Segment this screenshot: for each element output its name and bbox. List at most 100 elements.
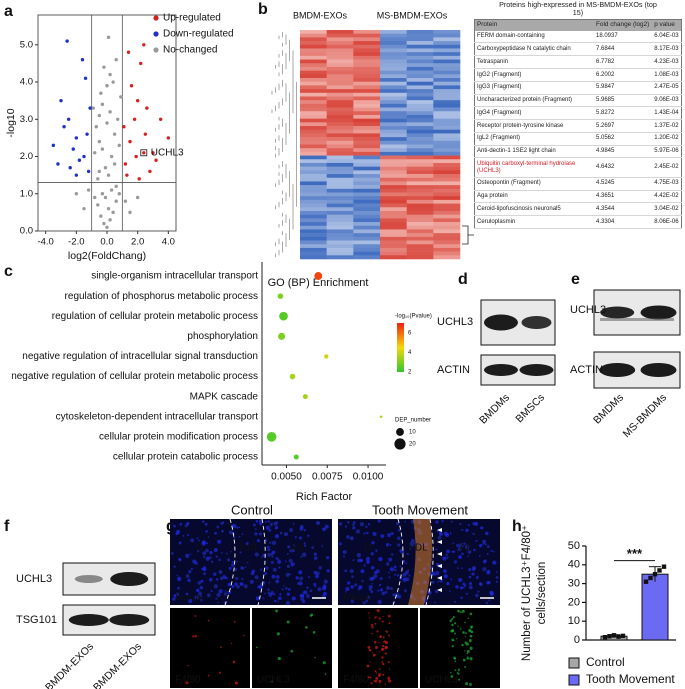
heatmap-cell xyxy=(433,144,461,149)
heatmap-cell xyxy=(406,255,434,260)
heatmap-cell xyxy=(380,52,407,57)
nucleus xyxy=(290,562,295,567)
nucleus xyxy=(397,543,401,547)
nucleus xyxy=(265,539,268,542)
signal xyxy=(388,679,392,683)
heatmap-cell xyxy=(433,170,461,175)
signal xyxy=(384,683,387,686)
heatmap-cell xyxy=(300,78,327,83)
table-cell: 5.97E-06 xyxy=(652,145,682,159)
heatmap-cell xyxy=(380,118,407,123)
heatmap-cell xyxy=(380,247,407,252)
heatmap-cell xyxy=(353,236,381,241)
heatmap-cell xyxy=(300,196,327,201)
signal xyxy=(470,626,473,629)
signal xyxy=(382,662,385,666)
heatmap-cell xyxy=(380,85,407,90)
nucleus xyxy=(224,590,227,592)
y-tick-label: 20 xyxy=(568,596,580,608)
heatmap-cell xyxy=(353,192,381,197)
nucleus xyxy=(357,558,361,563)
heatmap-cell xyxy=(406,144,434,149)
signal xyxy=(376,630,379,633)
nucleus xyxy=(201,541,206,546)
micrograph-title: Control xyxy=(231,502,273,517)
heatmap-cell xyxy=(326,222,354,227)
heatmap-cell xyxy=(406,52,434,57)
heatmap-cell xyxy=(406,222,434,227)
heatmap-cell xyxy=(300,151,327,156)
nucleus xyxy=(396,574,400,577)
nucleus xyxy=(298,581,303,586)
nucleus xyxy=(268,528,272,532)
table-cell: Carboxypeptidase N catalytic chain xyxy=(474,42,594,57)
heatmap-cell xyxy=(380,177,407,182)
heatmap-cell xyxy=(353,41,381,46)
signal xyxy=(456,672,459,674)
nucleus xyxy=(490,592,494,596)
header-cell: p value xyxy=(652,19,682,31)
heatmap-cell xyxy=(353,244,381,249)
heatmap-cell xyxy=(353,240,381,245)
nucleus xyxy=(286,564,291,569)
dot xyxy=(324,354,329,359)
signal xyxy=(314,656,316,659)
table-cell: Ubiquitin carboxyl-terminal hydrolase (U… xyxy=(474,157,594,178)
heatmap-cell xyxy=(300,207,327,212)
region-label: AB xyxy=(291,543,305,554)
data-point xyxy=(106,206,111,211)
heatmap-cell xyxy=(433,155,461,160)
data-point xyxy=(108,110,112,114)
nucleus xyxy=(264,592,266,595)
legend-marker xyxy=(153,15,159,21)
data-point xyxy=(102,221,106,226)
nucleus xyxy=(210,560,214,563)
heatmap-cell xyxy=(380,44,407,49)
heatmap-cell xyxy=(326,144,354,149)
nucleus xyxy=(256,539,260,543)
lane-label: BMSCs xyxy=(513,392,547,426)
signal xyxy=(459,628,462,630)
data-point xyxy=(105,84,109,88)
heatmap-cell xyxy=(326,188,354,193)
heatmap-cell xyxy=(433,129,461,134)
nucleus xyxy=(350,585,354,589)
nucleus xyxy=(176,574,179,577)
heatmap-cell xyxy=(433,140,461,145)
signal xyxy=(457,609,460,613)
data-point xyxy=(122,125,126,129)
nucleus xyxy=(187,578,191,583)
signal xyxy=(466,650,470,653)
heatmap-cell xyxy=(406,129,434,134)
nucleus xyxy=(208,577,213,582)
nucleus xyxy=(377,589,380,592)
table-title: Proteins high-expressed in MS-BMDM-EXOs … xyxy=(499,0,657,17)
nucleus xyxy=(389,544,392,546)
signal xyxy=(452,616,455,619)
heatmap-cell xyxy=(406,203,434,208)
data-point xyxy=(116,117,120,121)
merge-label: Merge xyxy=(175,593,204,604)
panel-label: f xyxy=(4,518,10,535)
data-point xyxy=(97,113,102,118)
heatmap-cell xyxy=(300,81,327,86)
heatmap-cell xyxy=(353,210,381,215)
signal xyxy=(457,625,459,627)
data-point xyxy=(83,76,88,81)
nucleus xyxy=(342,549,347,555)
data-point xyxy=(105,225,109,229)
heatmap-cell xyxy=(380,166,407,171)
nucleus xyxy=(435,570,440,576)
signal xyxy=(381,656,384,659)
nucleus xyxy=(479,582,483,587)
nucleus xyxy=(462,586,465,589)
nucleus xyxy=(177,576,182,582)
nucleus xyxy=(205,556,210,561)
nucleus xyxy=(217,539,222,544)
data-point xyxy=(106,173,111,177)
signal xyxy=(185,681,189,685)
heatmap-cell xyxy=(406,55,434,60)
nucleus xyxy=(371,582,374,585)
heatmap-cell xyxy=(353,66,381,71)
